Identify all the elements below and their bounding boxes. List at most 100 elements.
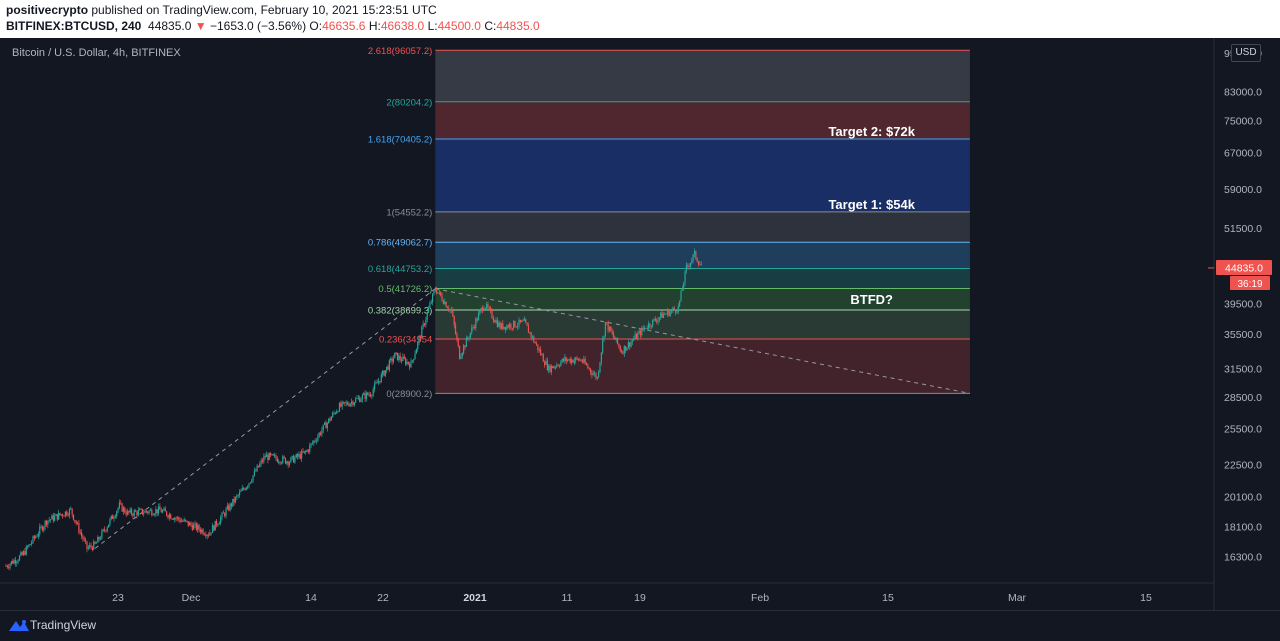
candle-body — [190, 522, 192, 526]
candle-body — [21, 552, 23, 555]
candle-body — [229, 503, 231, 511]
candle-body — [306, 450, 308, 452]
price-tick-label: 16300.0 — [1224, 552, 1262, 564]
last-price-label: 44835.0 — [1225, 262, 1263, 274]
fib-zone — [435, 339, 970, 394]
candle-body — [523, 319, 525, 321]
candle-body — [175, 518, 177, 519]
candle-body — [571, 359, 573, 363]
candle-body — [378, 381, 380, 383]
price-tick-label: 83000.0 — [1224, 87, 1262, 99]
candle-body — [592, 373, 594, 376]
candle-body — [415, 349, 417, 354]
candle-body — [583, 358, 585, 363]
low-label: L: — [427, 19, 438, 33]
tradingview-brand[interactable]: TradingView — [30, 618, 97, 632]
price-tick-label: 28500.0 — [1224, 392, 1262, 404]
candle-body — [454, 324, 457, 334]
candle-body — [232, 498, 234, 507]
price-tick-label: 22500.0 — [1224, 459, 1262, 471]
candle-body — [388, 360, 390, 370]
candle-body — [240, 490, 242, 492]
price-tick-label: 25500.0 — [1224, 424, 1262, 436]
candle-body — [218, 522, 220, 525]
candle-body — [460, 356, 462, 359]
candle-body — [449, 309, 451, 311]
candle-body — [453, 316, 455, 325]
candle-body — [369, 394, 372, 397]
candle-body — [199, 529, 201, 533]
candle-body — [471, 327, 473, 333]
candle-body — [525, 319, 527, 323]
candle-body — [256, 465, 258, 472]
candle-body — [305, 451, 307, 452]
candle-body — [376, 382, 378, 384]
candle-body — [421, 326, 423, 339]
candle-body — [184, 519, 187, 521]
candle-body — [20, 552, 22, 556]
candle-body — [303, 451, 305, 453]
candle-body — [436, 289, 438, 294]
candle-body — [596, 377, 598, 379]
candle-body — [499, 322, 501, 329]
candle-body — [495, 320, 497, 323]
candle-body — [371, 395, 373, 397]
candle-body — [643, 327, 646, 330]
candle-body — [39, 526, 41, 535]
candle-body — [302, 451, 304, 453]
candle-body — [205, 534, 207, 537]
candle-body — [28, 544, 30, 547]
candle-body — [479, 310, 481, 314]
countdown-label: 36:19 — [1237, 279, 1262, 290]
candle-body — [577, 358, 579, 361]
currency-button[interactable]: USD — [1231, 44, 1261, 62]
chart-area[interactable]: 0(28900.2) 0.236(34954 0.382(38699.3) 0.5(4… — [0, 38, 1280, 610]
candle-body — [615, 337, 617, 340]
candle-body — [565, 357, 567, 361]
candle-body — [315, 440, 318, 442]
candle-body — [333, 412, 335, 414]
candle-body — [179, 519, 181, 522]
candle-body — [182, 520, 184, 522]
candle-body — [579, 359, 581, 361]
candle-body — [47, 520, 49, 525]
candle-body — [140, 508, 142, 510]
price-tick-label: 20100.0 — [1224, 492, 1262, 504]
fib-level-label: 0.618(44753.2) — [368, 264, 432, 275]
tradingview-logo-icon[interactable] — [8, 618, 30, 632]
candle-body — [556, 364, 558, 367]
candle-body — [665, 313, 667, 315]
candle-body — [461, 352, 463, 357]
candle-body — [427, 308, 430, 313]
price-chart[interactable]: 0(28900.2) 0.236(34954 0.382(38699.3) 0.5(4… — [0, 38, 1280, 610]
fib-level-label: 2(80204.2) — [386, 97, 432, 108]
candle-body — [93, 541, 95, 550]
candle-body — [676, 312, 678, 313]
candle-body — [538, 349, 540, 351]
candle-body — [48, 520, 50, 521]
candle-body — [554, 366, 557, 368]
candle-body — [117, 508, 119, 512]
candle-body — [163, 508, 165, 511]
candle-body — [548, 365, 550, 371]
candle-body — [353, 402, 355, 406]
candle-body — [558, 365, 561, 367]
candle-body — [12, 561, 14, 564]
candle-body — [383, 370, 385, 376]
candle-body — [576, 357, 578, 359]
candle-body — [507, 325, 509, 328]
high-label: H: — [368, 19, 381, 33]
chart-annotation: Target 2: $72k — [828, 124, 915, 139]
candle-body — [395, 352, 397, 354]
candle-body — [484, 307, 486, 309]
author-name[interactable]: positivecrypto — [6, 3, 89, 17]
candle-body — [653, 318, 655, 320]
chart-symbol-title: Bitcoin / U.S. Dollar, 4h, BITFINEX — [12, 47, 181, 59]
candle-body — [139, 509, 141, 511]
candle-body — [355, 398, 357, 403]
candle-body — [248, 483, 250, 487]
candle-body — [67, 515, 69, 516]
candle-body — [661, 312, 663, 318]
candle-body — [634, 334, 636, 339]
candle-body — [275, 455, 277, 459]
